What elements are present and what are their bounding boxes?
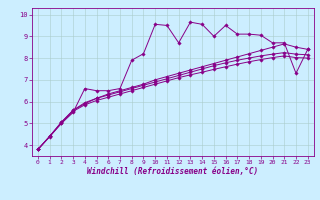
X-axis label: Windchill (Refroidissement éolien,°C): Windchill (Refroidissement éolien,°C) bbox=[87, 167, 258, 176]
